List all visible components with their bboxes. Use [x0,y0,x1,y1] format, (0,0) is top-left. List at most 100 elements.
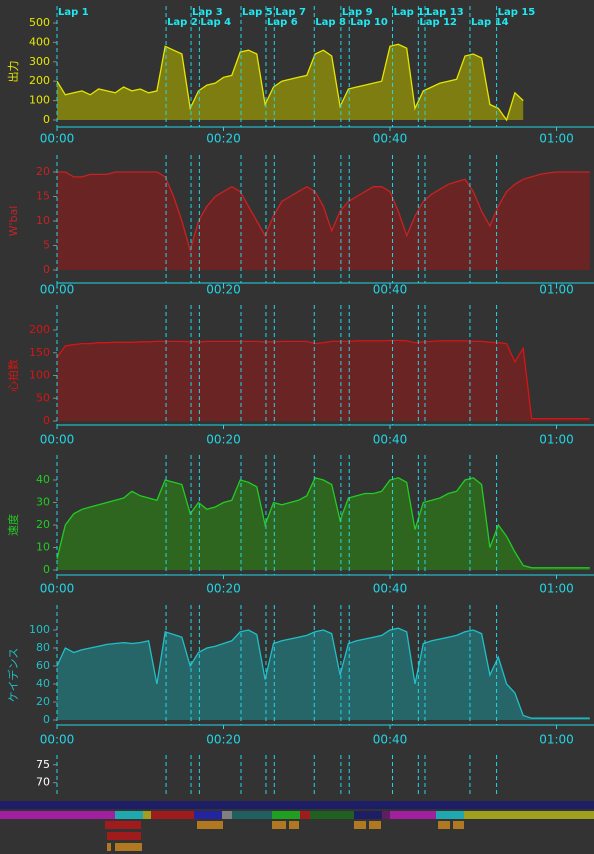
x-tick-label: 01:00 [539,283,574,297]
zone-bar [107,832,141,840]
x-tick-label: 01:00 [539,582,574,596]
x-tick-label: 01:00 [539,132,574,146]
lap-label: Lap 14 [471,17,509,28]
x-tick-label: 00:40 [373,132,408,146]
lap-label: Lap 4 [200,17,231,28]
zone-bar [105,821,141,829]
x-tick-label: 00:20 [206,433,241,447]
y-tick-label: 100 [29,94,50,107]
y-axis-label: ケイデンス [6,648,20,703]
zone-bar [369,821,381,829]
y-tick-label: 100 [29,369,50,382]
y-tick-label: 500 [29,16,50,29]
y-tick-label: 0 [43,263,50,276]
lap-label: Lap 6 [267,17,298,28]
lap-label: Lap 12 [419,17,457,28]
x-tick-label: 00:40 [373,582,408,596]
y-tick-label: 0 [43,414,50,427]
lap-label: Lap 5 [242,7,273,18]
x-tick-label: 00:20 [206,733,241,747]
y-tick-label: 0 [43,113,50,126]
y-tick-label: 70 [36,776,50,789]
area [57,628,590,720]
x-tick-label: 00:00 [40,433,75,447]
x-tick-label: 00:00 [40,733,75,747]
lap-label: Lap 7 [275,7,306,18]
zone-bar [382,811,390,819]
x-tick-label: 00:20 [206,132,241,146]
zone-bar [197,821,223,829]
line [56,627,590,719]
zone-bar [143,811,151,819]
zone-bar [222,811,232,819]
area [57,477,590,570]
zone-bar [272,811,300,819]
line [57,171,590,253]
zone-bar [115,811,143,819]
lap-label: Lap 13 [426,7,464,18]
line [56,43,524,122]
x-tick-label: 00:00 [40,283,75,297]
line [56,477,590,569]
zone-bar [115,843,142,851]
zone-bar [0,811,115,819]
y-tick-label: 0 [43,713,50,726]
x-tick-label: 00:40 [373,733,408,747]
y-tick-label: 5 [43,239,50,252]
line [56,339,590,420]
y-tick-label: 400 [29,35,50,48]
y-tick-label: 200 [29,323,50,336]
zone-bar [300,811,310,819]
lap-label: Lap 3 [192,7,223,18]
zone-bar [354,821,366,829]
y-tick-label: 0 [43,563,50,576]
zone-bar [390,811,436,819]
zone-bar [232,811,272,819]
zone-bar [438,821,450,829]
y-tick-label: 20 [36,165,50,178]
lap-label: Lap 9 [342,7,373,18]
zone-bar [151,811,194,819]
lap-label: Lap 2 [167,17,198,28]
zone-bar [272,821,286,829]
x-tick-label: 00:20 [206,582,241,596]
y-tick-label: 80 [36,641,50,654]
zone-bar [464,811,594,819]
zone-bar [310,811,354,819]
y-axis-label: 速度 [6,514,20,536]
y-tick-label: 15 [36,190,50,203]
y-tick-label: 40 [36,473,50,486]
x-tick-label: 00:40 [373,433,408,447]
y-tick-label: 60 [36,659,50,672]
y-tick-label: 10 [36,214,50,227]
y-tick-label: 20 [36,518,50,531]
y-tick-label: 75 [36,758,50,771]
x-tick-label: 00:40 [373,283,408,297]
lap-label: Lap 1 [58,7,89,18]
zone-bar [453,821,464,829]
zone-bar [354,811,382,819]
zone-bar [194,811,222,819]
y-tick-label: 300 [29,55,50,68]
zone-bars [0,801,594,851]
zone-bar [0,801,594,809]
y-tick-label: 20 [36,695,50,708]
x-tick-label: 01:00 [539,433,574,447]
area [57,44,524,120]
zone-bar [107,843,111,851]
x-tick-label: 00:00 [40,132,75,146]
lap-label: Lap 10 [350,17,388,28]
area [57,172,590,270]
area [57,340,590,421]
y-tick-label: 150 [29,346,50,359]
y-axis-label: W'bal [7,206,20,237]
y-tick-label: 100 [29,623,50,636]
y-tick-label: 200 [29,74,50,87]
lap-label: Lap 11 [394,7,432,18]
x-tick-label: 01:00 [539,733,574,747]
y-tick-label: 40 [36,677,50,690]
y-tick-label: 30 [36,496,50,509]
y-axis-label: 心拍数 [6,359,20,392]
